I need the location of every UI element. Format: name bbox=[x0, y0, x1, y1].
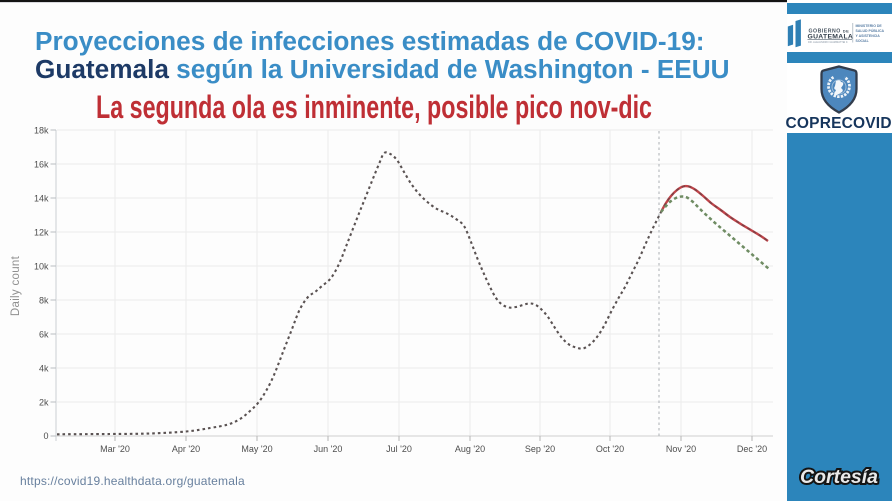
svg-text:Oct '20: Oct '20 bbox=[596, 444, 624, 454]
svg-text:Mar '20: Mar '20 bbox=[100, 444, 130, 454]
svg-text:GOBIERNO DE: GOBIERNO DE bbox=[809, 28, 850, 34]
svg-text:Jul '20: Jul '20 bbox=[386, 444, 412, 454]
svg-text:SOCIAL: SOCIAL bbox=[856, 39, 870, 43]
svg-text:6k: 6k bbox=[39, 330, 49, 340]
svg-text:Daily count: Daily count bbox=[10, 255, 22, 316]
svg-text:0: 0 bbox=[43, 431, 48, 441]
svg-text:10k: 10k bbox=[34, 262, 49, 272]
svg-text:SALUD PÚBLICA: SALUD PÚBLICA bbox=[856, 28, 885, 33]
svg-text:16k: 16k bbox=[34, 160, 49, 170]
svg-text:DR. ALEJANDRO GIAMMATTEI F.: DR. ALEJANDRO GIAMMATTEI F. bbox=[808, 40, 848, 44]
svg-text:2k: 2k bbox=[39, 398, 49, 408]
svg-text:Jun '20: Jun '20 bbox=[314, 444, 343, 454]
svg-text:Sep '20: Sep '20 bbox=[525, 444, 555, 454]
svg-text:8k: 8k bbox=[39, 296, 49, 306]
svg-text:Y ASISTENCIA: Y ASISTENCIA bbox=[856, 34, 881, 38]
svg-text:18k: 18k bbox=[34, 126, 49, 136]
svg-text:14k: 14k bbox=[34, 194, 49, 204]
svg-text:4k: 4k bbox=[39, 364, 49, 374]
svg-text:MINISTERIO DE: MINISTERIO DE bbox=[856, 24, 883, 28]
svg-text:Dec '20: Dec '20 bbox=[737, 444, 767, 454]
svg-text:Apr '20: Apr '20 bbox=[172, 444, 200, 454]
svg-text:GUATEMALA: GUATEMALA bbox=[808, 34, 854, 41]
svg-text:Nov '20: Nov '20 bbox=[666, 444, 696, 454]
svg-text:12k: 12k bbox=[34, 228, 49, 238]
svg-text:May '20: May '20 bbox=[241, 444, 272, 454]
svg-text:Aug '20: Aug '20 bbox=[455, 444, 485, 454]
